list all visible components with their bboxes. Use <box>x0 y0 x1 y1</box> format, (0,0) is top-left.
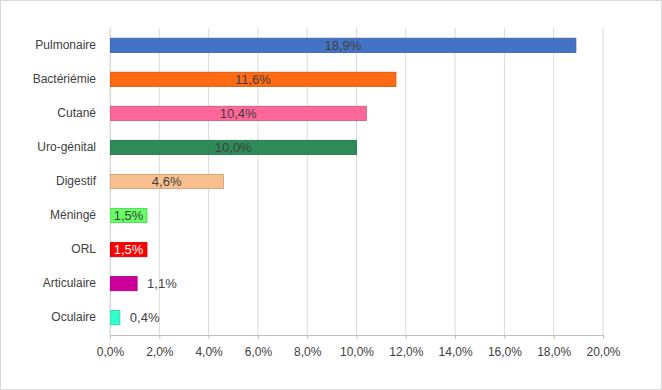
bar <box>110 38 576 52</box>
x-tick: 10,0% <box>340 335 374 359</box>
y-tick-label: Cutané <box>57 106 96 120</box>
x-tick-mark <box>110 335 111 339</box>
y-tick-label: Articulaire <box>43 276 97 290</box>
data-label: 4,6% <box>152 174 182 189</box>
y-tick: Digestif <box>56 174 110 188</box>
x-axis: 0,0% 2,0% 4,0% 6,0% 8,0% 10,0% 12,0% 14,0% 16,0%… <box>97 335 621 359</box>
data-label: 1,1% <box>147 276 177 291</box>
y-tick: ORL <box>71 242 110 256</box>
grid-line <box>553 28 554 335</box>
x-tick: 20,0% <box>586 335 620 359</box>
x-tick: 0,0% <box>97 335 125 359</box>
x-tick-mark <box>554 335 555 339</box>
y-tick-label: Uro-génital <box>37 140 96 154</box>
bar <box>110 208 147 222</box>
y-tick-label: Bactériémie <box>33 72 97 86</box>
chart: 0,0% 2,0% 4,0% 6,0% 8,0% 10,0% 12,0% 14,0% 16,0%… <box>0 0 662 390</box>
bar <box>110 310 120 324</box>
x-tick: 14,0% <box>439 335 473 359</box>
x-tick-label: 16,0% <box>488 345 522 359</box>
x-tick-label: 0,0% <box>97 345 125 359</box>
x-tick: 6,0% <box>245 335 273 359</box>
x-tick-mark <box>159 335 160 339</box>
x-tick-mark <box>307 335 308 339</box>
x-tick: 8,0% <box>294 335 322 359</box>
x-tick: 4,0% <box>195 335 223 359</box>
y-tick: Cutané <box>57 106 110 120</box>
data-label: 11,6% <box>235 72 271 87</box>
data-label: 18,9% <box>325 38 362 53</box>
x-tick-label: 18,0% <box>537 345 571 359</box>
x-tick-mark <box>258 335 259 339</box>
x-tick: 18,0% <box>537 335 571 359</box>
y-tick-label: Méningé <box>50 208 96 222</box>
y-axis: Pulmonaire Bactériémie Cutané Uro-génital Di… <box>33 29 111 336</box>
y-tick-label: Pulmonaire <box>35 38 96 52</box>
y-tick: Bactériémie <box>33 72 110 86</box>
grid-line <box>504 28 505 335</box>
x-tick: 2,0% <box>146 335 174 359</box>
x-tick-label: 14,0% <box>439 345 473 359</box>
x-tick-mark <box>455 335 456 339</box>
grid <box>110 28 603 335</box>
grid-line <box>455 28 456 335</box>
bar <box>110 106 366 120</box>
bar <box>110 174 223 188</box>
x-tick-label: 10,0% <box>340 345 374 359</box>
data-labels: 18,9% 11,6% 10,4% 10,0% 4,6% 1,5% 1,5% 1,1% 0,4% <box>114 38 362 325</box>
x-tick-label: 20,0% <box>586 345 620 359</box>
x-tick: 12,0% <box>389 335 423 359</box>
bar <box>110 276 137 290</box>
x-tick-mark <box>603 335 604 339</box>
bar <box>110 72 396 86</box>
y-tick: Oculaire <box>51 310 110 324</box>
y-tick-label: ORL <box>71 242 96 256</box>
x-tick: 16,0% <box>488 335 522 359</box>
x-tick-label: 6,0% <box>245 345 273 359</box>
bar <box>110 242 147 256</box>
grid-line <box>603 28 604 335</box>
data-label: 10,4% <box>220 106 257 121</box>
x-tick-label: 2,0% <box>146 345 174 359</box>
x-tick-mark <box>406 335 407 339</box>
data-label: 1,5% <box>114 242 144 257</box>
grid-line <box>405 28 406 335</box>
x-tick-mark <box>357 335 358 339</box>
data-label: 1,5% <box>114 208 144 223</box>
data-label: 0,4% <box>130 310 160 325</box>
bar <box>110 140 357 154</box>
x-axis-line <box>111 336 604 340</box>
y-tick-label: Oculaire <box>51 310 96 324</box>
x-tick-mark <box>209 335 210 339</box>
x-tick-label: 12,0% <box>389 345 423 359</box>
y-tick: Méningé <box>50 208 110 222</box>
bars <box>110 38 576 325</box>
y-tick-label: Digestif <box>56 174 97 188</box>
data-label: 10,0% <box>215 140 252 155</box>
y-tick: Pulmonaire <box>35 38 110 52</box>
x-tick-label: 8,0% <box>294 345 322 359</box>
x-tick-label: 4,0% <box>195 345 223 359</box>
x-tick-mark <box>504 335 505 339</box>
chart-frame <box>1 1 662 390</box>
y-tick: Articulaire <box>43 276 110 290</box>
y-tick: Uro-génital <box>37 140 110 154</box>
